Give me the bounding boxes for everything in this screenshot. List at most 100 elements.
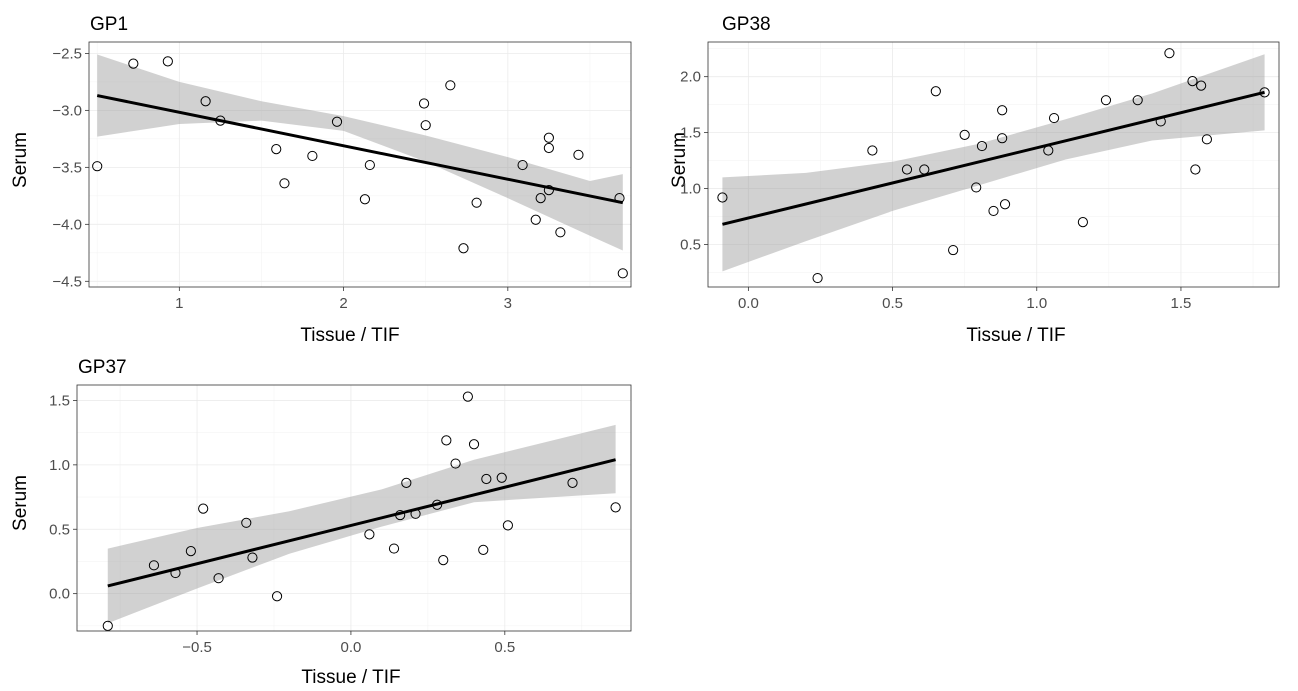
- data-point-gp1: [307, 150, 318, 162]
- data-point-gp38: [1043, 145, 1054, 156]
- data-point-gp37: [478, 544, 489, 555]
- data-point-gp37: [502, 520, 513, 531]
- data-point-gp38: [919, 164, 930, 175]
- y-tick-label-gp37: 0.0: [49, 586, 70, 603]
- y-tick-label-gp1: −4.0: [52, 216, 82, 233]
- confidence-band-gp1: [97, 54, 623, 251]
- regression-line-gp37: [107, 458, 616, 588]
- y-axis-label-gp1: Serum: [10, 132, 31, 188]
- regression-line-gp1: [96, 94, 624, 205]
- data-point-gp1: [279, 178, 290, 189]
- x-axis-label-gp1: Tissue / TIF: [300, 325, 399, 346]
- data-point-gp37: [271, 591, 283, 602]
- panel-border-gp37: [76, 384, 632, 632]
- data-point-gp1: [92, 161, 103, 172]
- data-point-gp37: [364, 529, 375, 540]
- data-point-gp38: [997, 133, 1008, 144]
- x-tick-label-gp37: 0.5: [494, 639, 515, 656]
- panel-title-gp37: GP37: [78, 357, 127, 378]
- data-point-gp1: [517, 159, 528, 171]
- data-point-gp1: [530, 214, 541, 225]
- y-tick-label-gp1: −4.5: [52, 273, 82, 290]
- data-point-gp37: [450, 458, 461, 469]
- data-point-gp38: [971, 182, 982, 193]
- data-point-gp38: [1077, 217, 1088, 228]
- data-point-gp1: [359, 194, 371, 205]
- x-tick-label-gp1: 3: [504, 295, 512, 312]
- data-point-gp38: [1196, 80, 1207, 91]
- x-tick-label-gp1: 1: [175, 295, 183, 312]
- panel-title-gp1: GP1: [90, 14, 128, 35]
- data-point-gp1: [543, 185, 554, 196]
- data-point-gp37: [441, 435, 452, 446]
- panel-title-gp38: GP38: [722, 14, 771, 35]
- y-axis-label-gp38: Serum: [669, 132, 690, 188]
- data-point-gp1: [458, 243, 469, 254]
- data-point-gp1: [271, 144, 282, 155]
- data-point-gp38: [999, 199, 1011, 210]
- data-point-gp38: [930, 86, 941, 97]
- data-point-gp1: [418, 98, 430, 109]
- data-point-gp37: [567, 477, 578, 488]
- y-axis-label-gp37: Serum: [10, 475, 31, 531]
- data-point-gp38: [1190, 164, 1201, 175]
- data-point-gp38: [976, 140, 988, 152]
- data-point-gp38: [1132, 95, 1143, 106]
- data-point-gp37: [496, 472, 507, 483]
- data-point-gp1: [535, 193, 546, 204]
- y-tick-label-gp37: 0.5: [49, 521, 70, 538]
- confidence-band-gp38: [722, 54, 1265, 272]
- x-tick-label-gp38: 1.0: [1026, 295, 1047, 312]
- panel-border-gp1: [88, 41, 632, 288]
- data-point-gp1: [445, 80, 456, 91]
- data-point-gp1: [573, 149, 584, 160]
- y-tick-label-gp1: −3.0: [52, 102, 82, 119]
- data-point-gp38: [1201, 134, 1213, 145]
- data-point-gp37: [462, 391, 473, 402]
- data-point-gp1: [331, 116, 343, 127]
- data-point-gp37: [395, 509, 406, 521]
- data-point-gp37: [102, 620, 113, 631]
- y-tick-label-gp37: 1.0: [49, 457, 70, 474]
- data-point-gp1: [215, 115, 226, 126]
- data-point-gp38: [948, 244, 959, 256]
- data-point-gp1: [617, 268, 628, 279]
- y-tick-label-gp1: −2.5: [52, 45, 82, 62]
- data-point-gp37: [388, 543, 400, 554]
- data-point-gp37: [432, 499, 443, 510]
- data-point-gp38: [901, 164, 913, 175]
- data-point-gp37: [170, 567, 181, 579]
- data-point-gp1: [555, 227, 566, 238]
- data-point-gp37: [468, 439, 480, 450]
- y-tick-label-gp38: 1.0: [680, 181, 701, 198]
- data-point-gp38: [867, 145, 878, 156]
- data-point-gp37: [481, 473, 492, 485]
- panel-border-gp38: [707, 41, 1280, 288]
- data-point-gp38: [1100, 95, 1112, 106]
- data-point-gp1: [614, 193, 625, 204]
- data-point-gp37: [401, 477, 412, 488]
- data-point-gp38: [959, 129, 970, 140]
- x-tick-label-gp37: −0.5: [182, 639, 212, 656]
- y-tick-label-gp38: 1.5: [680, 125, 701, 142]
- x-tick-label-gp1: 2: [339, 295, 347, 312]
- data-point-gp37: [185, 546, 196, 557]
- data-point-gp38: [1164, 48, 1175, 59]
- x-tick-label-gp38: 1.5: [1171, 295, 1192, 312]
- data-point-gp37: [148, 560, 160, 571]
- data-point-gp38: [1155, 116, 1166, 127]
- x-axis-label-gp37: Tissue / TIF: [301, 667, 400, 688]
- panel-gp38: GP38 Tissue / TIF Serum 0.0 0.5 1.0 1.5 0.5 1…: [669, 14, 1280, 346]
- x-tick-label-gp38: 0.0: [738, 295, 759, 312]
- data-point-gp37: [241, 517, 252, 528]
- data-point-gp38: [1259, 87, 1270, 98]
- y-tick-label-gp38: 2.0: [680, 69, 701, 86]
- data-point-gp37: [410, 508, 421, 519]
- data-point-gp1: [543, 132, 554, 143]
- data-point-gp1: [420, 120, 431, 131]
- data-point-gp1: [543, 142, 554, 154]
- data-point-gp38: [988, 205, 999, 217]
- regression-line-gp38: [722, 90, 1265, 226]
- panel-gp1: GP1 Tissue / TIF Serum 1 2 3 −4.5 −4.0 −3.5 −3…: [10, 14, 632, 346]
